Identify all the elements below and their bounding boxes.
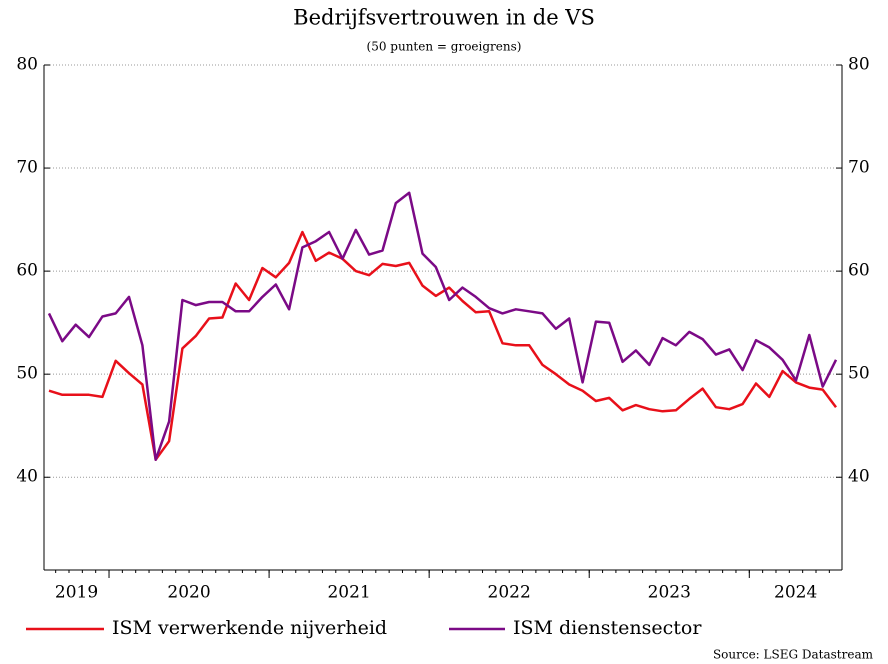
x-tick-label: 2021 — [327, 583, 370, 603]
y2-tick-label: 50 — [848, 364, 870, 384]
y2-tick-label: 70 — [848, 158, 870, 178]
chart-title: Bedrijfsvertrouwen in de VS — [293, 6, 595, 30]
y2-tick-label: 40 — [848, 467, 870, 487]
series-line — [47, 191, 838, 461]
y-tick-label: 40 — [16, 467, 38, 487]
y-tick-label: 80 — [16, 55, 38, 75]
x-tick-label: 2023 — [648, 583, 691, 603]
y2-tick-label: 80 — [848, 55, 870, 75]
y-tick-label: 60 — [16, 261, 38, 281]
chart-subtitle: (50 punten = groeigrens) — [367, 40, 522, 54]
y2-tick-label: 60 — [848, 261, 870, 281]
series-line — [48, 230, 837, 461]
source: Source: LSEG Datastream — [713, 648, 874, 662]
x-tick-label: 2020 — [167, 583, 210, 603]
x-tick-label: 2019 — [55, 583, 98, 603]
y-tick-label: 70 — [16, 158, 38, 178]
legend-label: ISM verwerkende nijverheid — [112, 617, 387, 639]
x-tick-label: 2024 — [774, 583, 817, 603]
y-tick-label: 50 — [16, 364, 38, 384]
legend-label: ISM dienstensector — [513, 617, 702, 639]
x-tick-label: 2022 — [488, 583, 531, 603]
